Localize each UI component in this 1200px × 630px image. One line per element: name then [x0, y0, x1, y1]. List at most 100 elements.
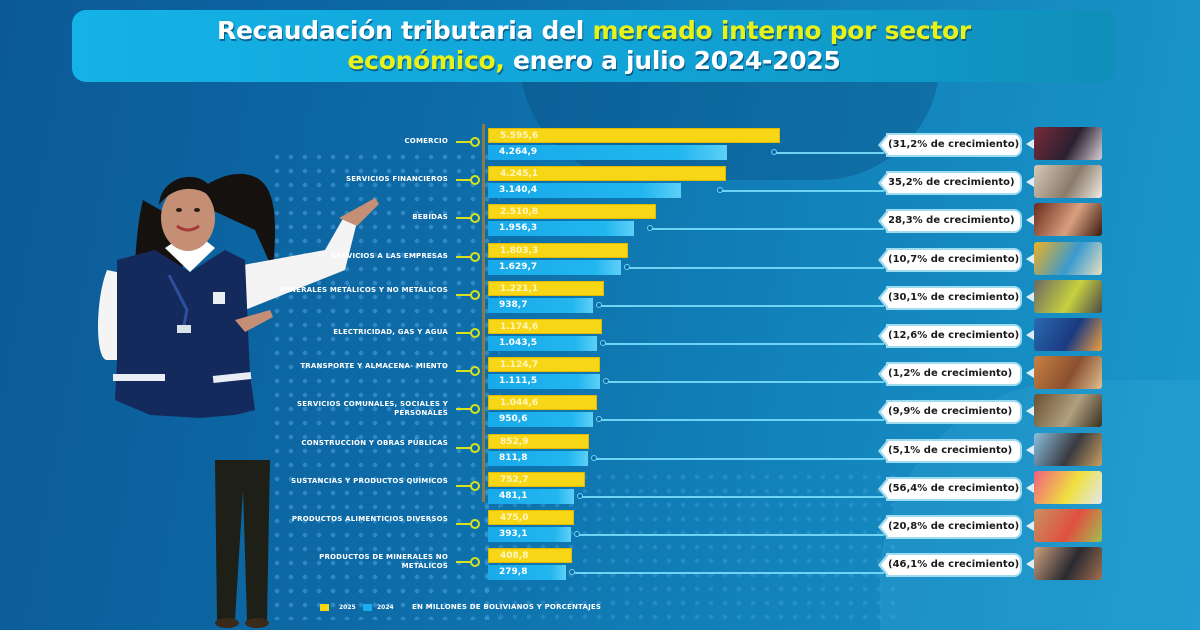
presenter-illustration — [98, 173, 379, 628]
category-knob-icon — [470, 328, 480, 338]
category-label: SERVICIOS A LAS EMPRESAS — [331, 251, 448, 260]
leader-line — [776, 152, 884, 154]
thumbnail-pointer — [1026, 368, 1034, 379]
transport-truck-photo-icon — [1034, 356, 1102, 390]
thumbnail-pointer — [1026, 406, 1034, 417]
leader-line — [601, 304, 884, 307]
finance-paperwork-photo-icon — [1034, 165, 1102, 199]
business-services-photo-icon — [1034, 241, 1102, 275]
thumbnail-pointer — [1026, 559, 1034, 570]
growth-badge: (46,1% de crecimiento) — [878, 553, 1022, 578]
growth-badge: (10,7% de crecimiento) — [878, 247, 1022, 272]
bar-2025: 1.174,6 — [488, 319, 602, 334]
thumbnail-pointer — [1026, 177, 1034, 188]
bar-2024: 393,1 — [488, 527, 571, 542]
title-text-highlight-2: económico, — [347, 46, 505, 75]
store-products-photo-icon — [1034, 127, 1102, 160]
growth-badge: (9,9% de crecimiento) — [878, 400, 1022, 425]
food-products-photo-icon — [1034, 509, 1102, 542]
leader-line — [652, 228, 884, 231]
category-knob-icon — [470, 519, 480, 529]
chart-row: BEBIDAS 2.510,8 1.956,3 28,3% de crecimient… — [0, 203, 1200, 241]
chemical-products-photo-icon — [1034, 470, 1102, 504]
category-knob-icon — [470, 213, 480, 224]
chart-row: ELECTRICIDAD, GAS Y AGUA 1.174,6 1.043,5 (1… — [0, 318, 1200, 356]
category-connector — [456, 217, 474, 220]
minerals-photo-icon — [1034, 279, 1102, 313]
chart-row: COMERCIO 5.595,6 4.264,9 (31,2% de crecimie… — [0, 127, 1200, 165]
chart-row: PRODUCTOS DE MINERALES NO METÁLICOS 408,8… — [0, 547, 1200, 585]
chart-row: SUSTANCIAS Y PRODUCTOS QUÍMICOS 752,7 481,… — [0, 470, 1200, 509]
category-connector — [456, 561, 474, 564]
category-knob-icon — [470, 251, 480, 262]
title-text-highlight: mercado interno por sector — [592, 16, 971, 45]
leader-line — [605, 343, 884, 345]
axis-divider — [482, 124, 485, 502]
units-note: EN MILLONES DE BOLIVIANOS Y PORCENTAJES — [412, 603, 602, 611]
category-knob-icon — [470, 557, 480, 568]
category-knob-icon — [470, 480, 480, 491]
bar-2025: 5.595,6 — [488, 128, 780, 143]
growth-badge: 35,2% de crecimiento) — [878, 171, 1022, 196]
category-connector — [456, 141, 474, 143]
leader-line — [629, 266, 884, 269]
thumbnail-pointer — [1026, 291, 1034, 302]
category-knob-icon — [470, 366, 480, 377]
legend-label-2025: 2025 — [339, 604, 356, 611]
category-label: CONSTRUCCIÓN Y OBRAS PÚBLICAS — [301, 438, 448, 447]
chart-row: SERVICIOS A LAS EMPRESAS 1.803,3 1.629,7 (1… — [0, 241, 1200, 280]
background-dot-pattern — [270, 150, 500, 620]
growth-badge: 28,3% de crecimiento) — [878, 209, 1022, 234]
category-label: PRODUCTOS DE MINERALES NO METÁLICOS — [319, 553, 448, 571]
bar-2025: 1.221,1 — [488, 280, 604, 296]
bar-2024: 3.140,4 — [488, 183, 681, 199]
leader-line — [582, 495, 884, 498]
category-label: SERVICIOS FINANCIEROS — [345, 175, 448, 184]
chart-row: TRANSPORTE Y ALMACENA- MIENTO 1.124,7 1.11… — [0, 356, 1200, 394]
leader-line — [722, 190, 884, 193]
thumbnail-pointer — [1026, 444, 1034, 455]
category-connector — [456, 370, 474, 373]
category-label: SERVICIOS COMUNALES, SOCIALES Y PERSONAL… — [297, 400, 448, 418]
category-connector — [456, 408, 474, 411]
chart-row: CONSTRUCCIÓN Y OBRAS PÚBLICAS 852,9 811,8 (… — [0, 432, 1200, 471]
leader-line — [601, 419, 884, 422]
bar-2025: 752,7 — [488, 471, 585, 487]
category-label: MINERALES METÁLICOS Y NO METÁLICOS — [280, 285, 448, 294]
title-line-2: económico, enero a julio 2024-2025 — [72, 46, 1116, 76]
bar-2025: 1.124,7 — [488, 357, 600, 373]
thumbnail-pointer — [1026, 330, 1034, 340]
leader-line — [574, 572, 884, 575]
thumbnail-pointer — [1026, 253, 1034, 264]
growth-badge: (56,4% de crecimiento) — [878, 476, 1022, 501]
bar-2024: 1.043,5 — [488, 336, 597, 351]
leader-line — [596, 457, 884, 460]
category-connector — [456, 484, 474, 487]
category-knob-icon — [470, 442, 480, 453]
bar-2024: 1.111,5 — [488, 374, 600, 390]
bar-2024: 950,6 — [488, 412, 593, 428]
bar-2025: 1.803,3 — [488, 242, 628, 258]
electricity-gas-water-photo-icon — [1034, 318, 1102, 351]
growth-badge: (30,1% de crecimiento) — [878, 285, 1022, 310]
category-connector — [456, 332, 474, 334]
bar-2024: 4.264,9 — [488, 145, 727, 160]
growth-badge: (5,1% de crecimiento) — [878, 438, 1022, 463]
bar-2025: 2.510,8 — [488, 204, 656, 220]
category-connector — [456, 446, 474, 449]
bar-2024: 938,7 — [488, 297, 593, 313]
category-knob-icon — [470, 289, 480, 300]
thumbnail-pointer — [1026, 139, 1034, 149]
category-connector — [456, 255, 474, 258]
non-metallic-minerals-photo-icon — [1034, 547, 1102, 581]
chart-row: MINERALES METÁLICOS Y NO METÁLICOS 1.221,… — [0, 279, 1200, 318]
bar-2025: 4.245,1 — [488, 166, 726, 182]
growth-badge: (1,2% de crecimiento) — [878, 362, 1022, 387]
leader-line — [608, 381, 884, 384]
category-knob-icon — [470, 137, 480, 147]
bar-2024: 1.956,3 — [488, 221, 634, 237]
title-text-white: Recaudación tributaria del — [217, 16, 593, 45]
category-knob-icon — [470, 175, 480, 186]
growth-badge: (20,8% de crecimiento) — [878, 515, 1022, 539]
thumbnail-pointer — [1026, 482, 1034, 493]
